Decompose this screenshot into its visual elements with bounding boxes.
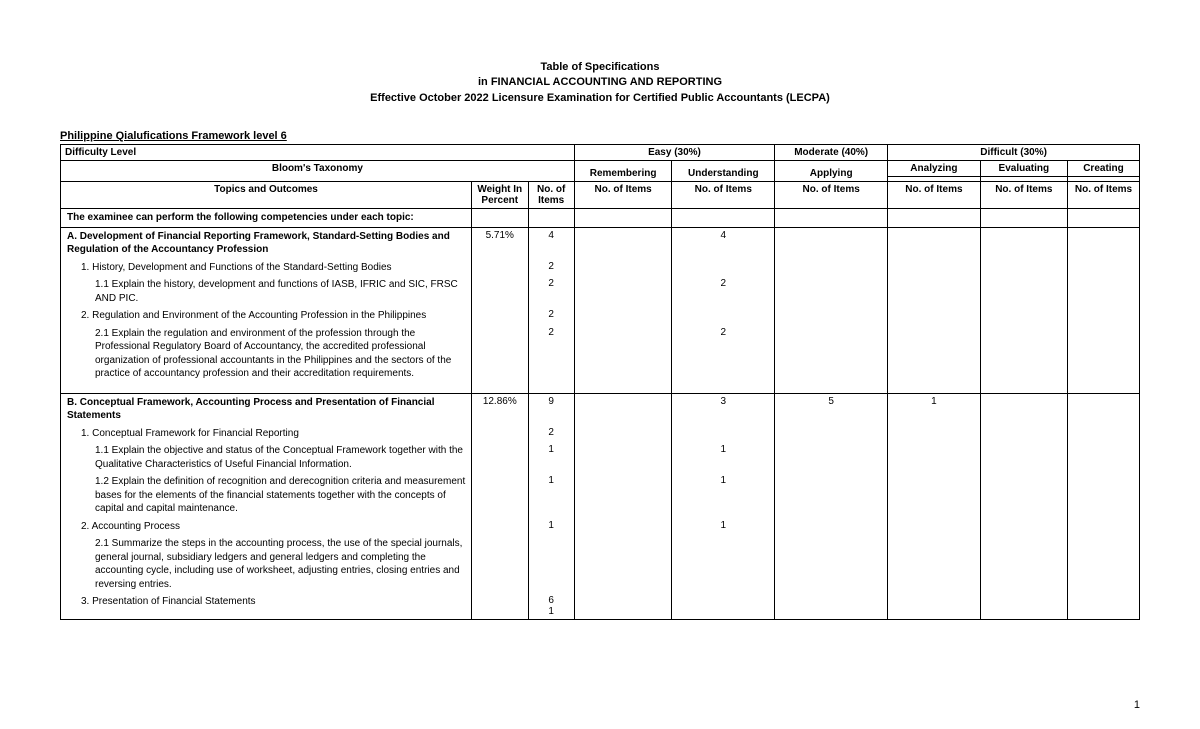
section-a-1-1-und: 2 — [672, 276, 775, 307]
section-b-3-items: 6 1 — [528, 593, 574, 620]
bloom-remembering: Remembering — [574, 161, 672, 182]
section-b-1-1: 1.1 Explain the objective and status of … — [61, 442, 472, 473]
difficulty-easy: Easy (30%) — [574, 145, 774, 161]
section-b-2: 2. Accounting Process — [61, 518, 472, 536]
difficulty-difficult: Difficult (30%) — [888, 145, 1140, 161]
section-a-title: A. Development of Financial Reporting Fr… — [61, 227, 472, 259]
section-b-1-2-items: 1 — [528, 473, 574, 518]
section-b-1-1-row: 1.1 Explain the objective and status of … — [61, 442, 1140, 473]
col-no-items: No. of Items — [528, 182, 574, 209]
bloom-analyzing: Analyzing — [888, 161, 980, 177]
section-a-weight: 5.71% — [472, 227, 529, 259]
bloom-row-1: Bloom's Taxonomy Remembering Understandi… — [61, 161, 1140, 177]
col-noi-evaluating: No. of Items — [980, 182, 1067, 209]
section-b-3-row: 3. Presentation of Financial Statements … — [61, 593, 1140, 620]
difficulty-label: Difficulty Level — [61, 145, 575, 161]
col-noi-applying: No. of Items — [775, 182, 888, 209]
section-b-1-2-row: 1.2 Explain the definition of recognitio… — [61, 473, 1140, 518]
specifications-table: Difficulty Level Easy (30%) Moderate (40… — [60, 144, 1140, 620]
document-page: Table of Specifications in FINANCIAL ACC… — [0, 0, 1200, 640]
col-noi-creating: No. of Items — [1067, 182, 1139, 209]
bloom-applying: Applying — [775, 161, 888, 182]
difficulty-moderate: Moderate (40%) — [775, 145, 888, 161]
col-topics: Topics and Outcomes — [61, 182, 472, 209]
section-b-1-1-items: 1 — [528, 442, 574, 473]
col-noi-analyzing: No. of Items — [888, 182, 980, 209]
section-b-2-1: 2.1 Summarize the steps in the accountin… — [61, 535, 472, 593]
section-a-2-1-row: 2.1 Explain the regulation and environme… — [61, 325, 1140, 394]
bloom-evaluating: Evaluating — [980, 161, 1067, 177]
document-header: Table of Specifications in FINANCIAL ACC… — [60, 60, 1140, 106]
difficulty-row: Difficulty Level Easy (30%) Moderate (40… — [61, 145, 1140, 161]
section-b-items: 9 — [528, 393, 574, 425]
col-noi-remembering: No. of Items — [574, 182, 672, 209]
section-b-2-row: 2. Accounting Process 1 1 — [61, 518, 1140, 536]
section-a-row: A. Development of Financial Reporting Fr… — [61, 227, 1140, 259]
section-a-1-row: 1. History, Development and Functions of… — [61, 259, 1140, 277]
section-a-1-1-row: 1.1 Explain the history, development and… — [61, 276, 1140, 307]
section-b-3-items-a: 6 — [548, 595, 554, 606]
col-noi-understanding: No. of Items — [672, 182, 775, 209]
section-a-1-items: 2 — [528, 259, 574, 277]
section-a-2: 2. Regulation and Environment of the Acc… — [61, 307, 472, 325]
section-a-2-items: 2 — [528, 307, 574, 325]
section-a-1-1: 1.1 Explain the history, development and… — [61, 276, 472, 307]
section-a-understanding: 4 — [672, 227, 775, 259]
section-b-ana: 1 — [888, 393, 980, 425]
header-line-3: Effective October 2022 Licensure Examina… — [60, 91, 1140, 106]
section-b-2-items: 1 — [528, 518, 574, 536]
section-a-2-1-und: 2 — [672, 325, 775, 394]
section-b-1-items: 2 — [528, 425, 574, 443]
bloom-label: Bloom's Taxonomy — [61, 161, 575, 182]
competency-text: The examinee can perform the following c… — [61, 209, 472, 228]
section-b-3: 3. Presentation of Financial Statements — [61, 593, 472, 620]
column-headers-row: Topics and Outcomes Weight In Percent No… — [61, 182, 1140, 209]
section-b-1-2: 1.2 Explain the definition of recognitio… — [61, 473, 472, 518]
competency-row: The examinee can perform the following c… — [61, 209, 1140, 228]
framework-label: Philippine Qialufications Framework leve… — [60, 130, 1140, 142]
section-b-title: B. Conceptual Framework, Accounting Proc… — [61, 393, 472, 425]
section-b-1-row: 1. Conceptual Framework for Financial Re… — [61, 425, 1140, 443]
header-line-2: in FINANCIAL ACCOUNTING AND REPORTING — [60, 75, 1140, 90]
section-b-2-und: 1 — [672, 518, 775, 536]
section-b-row: B. Conceptual Framework, Accounting Proc… — [61, 393, 1140, 425]
section-a-1: 1. History, Development and Functions of… — [61, 259, 472, 277]
section-a-2-1: 2.1 Explain the regulation and environme… — [61, 325, 472, 394]
bloom-creating: Creating — [1067, 161, 1139, 177]
header-line-1: Table of Specifications — [60, 60, 1140, 75]
section-b-1-2-und: 1 — [672, 473, 775, 518]
section-b-app: 5 — [775, 393, 888, 425]
col-weight: Weight In Percent — [472, 182, 529, 209]
section-b-1: 1. Conceptual Framework for Financial Re… — [61, 425, 472, 443]
section-a-2-1-items: 2 — [528, 325, 574, 394]
section-b-und: 3 — [672, 393, 775, 425]
section-b-2-1-row: 2.1 Summarize the steps in the accountin… — [61, 535, 1140, 593]
section-b-3-items-b: 1 — [548, 606, 554, 617]
section-b-weight: 12.86% — [472, 393, 529, 425]
section-b-1-1-und: 1 — [672, 442, 775, 473]
section-a-2-row: 2. Regulation and Environment of the Acc… — [61, 307, 1140, 325]
section-a-1-1-items: 2 — [528, 276, 574, 307]
section-a-items: 4 — [528, 227, 574, 259]
page-number: 1 — [1134, 699, 1140, 711]
bloom-understanding: Understanding — [672, 161, 775, 182]
